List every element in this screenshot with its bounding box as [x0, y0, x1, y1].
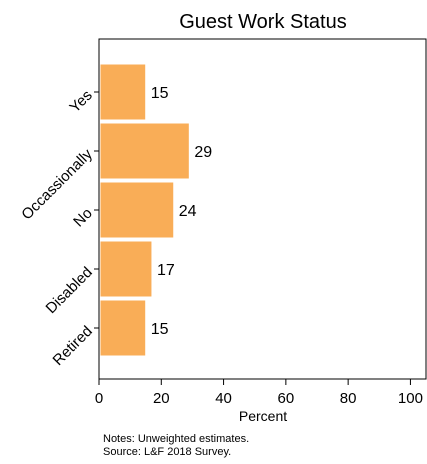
- data-label: 29: [194, 144, 212, 161]
- y-tick-label: Yes: [66, 87, 95, 116]
- bar-retired: [99, 299, 147, 357]
- data-label: 15: [151, 85, 169, 102]
- bar-no: [99, 181, 175, 239]
- y-tick-label: Disabled: [43, 264, 96, 317]
- x-axis: 0 20 40 60 80 100: [95, 379, 423, 407]
- bar-occassionally: [99, 122, 190, 180]
- bar-disabled: [99, 240, 153, 298]
- data-label: 15: [151, 321, 169, 338]
- x-tick-label: 80: [340, 390, 357, 407]
- plot-frame: [98, 38, 427, 380]
- source-line: Source: L&F 2018 Survey.: [103, 446, 231, 458]
- data-label: 24: [179, 203, 197, 220]
- x-axis-title: Percent: [239, 408, 287, 424]
- x-tick-label: 100: [398, 390, 423, 407]
- x-tick-label: 60: [278, 390, 295, 407]
- x-tick-label: 20: [153, 390, 170, 407]
- x-tick-label: 0: [95, 390, 103, 407]
- x-tick-label: 40: [215, 390, 232, 407]
- data-label: 17: [157, 262, 175, 279]
- y-tick-label: Retired: [50, 323, 96, 369]
- y-tick-label: No: [70, 205, 96, 231]
- notes-line: Notes: Unweighted estimates.: [103, 433, 249, 445]
- chart-title: Guest Work Status: [179, 11, 346, 33]
- bar-yes: [99, 63, 147, 121]
